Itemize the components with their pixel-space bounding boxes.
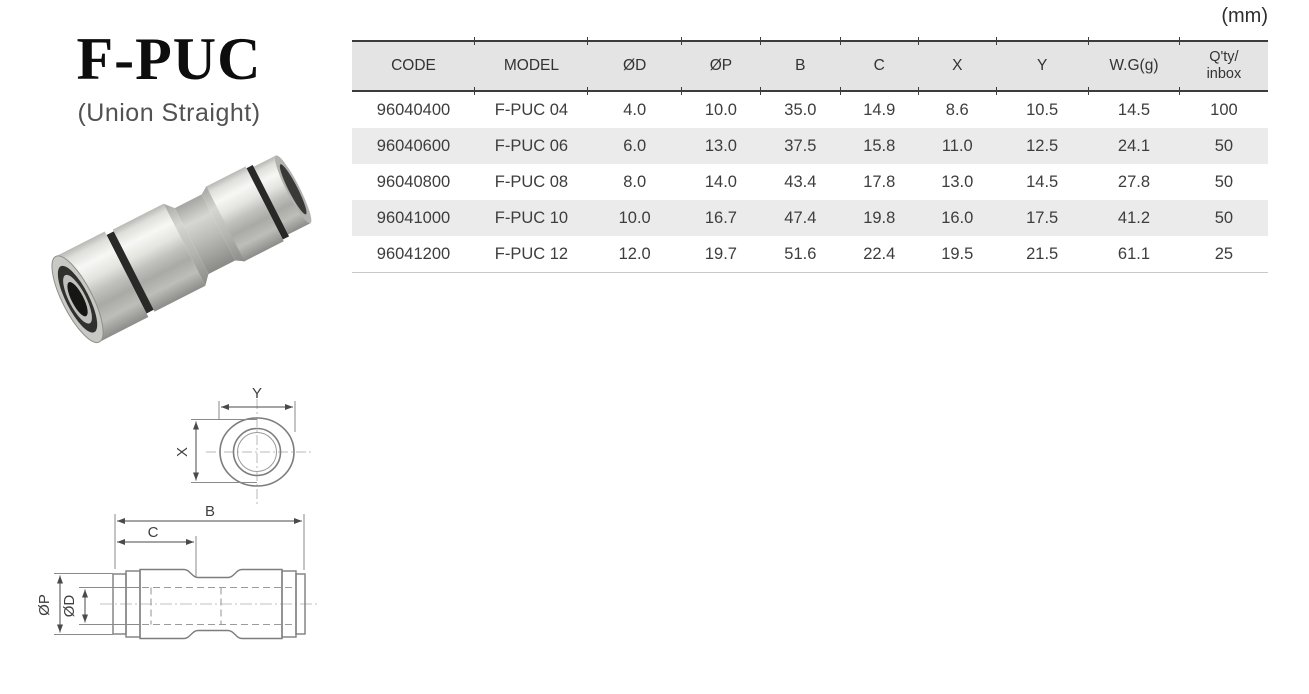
cell-model: F-PUC 04 [494, 100, 569, 119]
dim-label-y: Y [252, 385, 262, 402]
page-title: F-PUC [76, 26, 262, 92]
end-view-drawing: Y X [174, 385, 314, 507]
cell-qty: 50 [1214, 208, 1234, 227]
cell-c: 15.8 [863, 136, 896, 155]
col-header-wg: W.G(g) [1087, 38, 1180, 96]
cell-od: 12.0 [587, 236, 682, 273]
side-view-drawing: B C ØP ØD [36, 503, 318, 640]
cell-wg: 41.2 [1117, 208, 1151, 227]
cell-c: 17.8 [863, 172, 896, 191]
cell-qty: 50 [1214, 136, 1234, 155]
cell-op: 16.7 [704, 208, 737, 227]
col-header-b: B [759, 38, 841, 96]
cell-y: 14.5 [1026, 172, 1059, 191]
cell-y: 12.5 [1026, 136, 1059, 155]
col-header-op: ØP [680, 38, 761, 96]
cell-od: 4.0 [623, 100, 647, 119]
col-header-y: Y [995, 38, 1089, 96]
dim-label-b: B [205, 503, 215, 520]
cell-b: 47.4 [784, 208, 817, 227]
cell-code: 96040600 [376, 136, 451, 155]
col-header-c: C [839, 38, 919, 96]
cell-x: 8.6 [945, 100, 969, 119]
cell-wg: 14.5 [1117, 100, 1151, 119]
cell-b: 43.4 [784, 172, 817, 191]
table-row: 96040800 F-PUC 08 8.0 14.0 43.4 17.8 13.… [352, 164, 1268, 200]
table-row: 96041200 F-PUC 12 12.0 19.7 51.6 22.4 19… [352, 236, 1268, 273]
cell-b: 35.0 [784, 100, 817, 119]
cell-wg: 24.1 [1117, 136, 1151, 155]
page-subtitle: (Union Straight) [77, 99, 261, 127]
cell-qty: 50 [1214, 172, 1234, 191]
unit-label: (mm) [1221, 5, 1268, 27]
cell-code: 96040400 [376, 100, 451, 119]
cell-x: 16.0 [941, 208, 974, 227]
col-header-model: MODEL [474, 38, 588, 96]
cell-c: 19.8 [863, 208, 896, 227]
col-header-qty: Q'ty/ inbox [1179, 38, 1268, 96]
table-row: 96040600 F-PUC 06 6.0 13.0 37.5 15.8 11.… [352, 128, 1268, 164]
dim-label-c: C [148, 524, 159, 541]
cell-b: 51.6 [760, 236, 841, 273]
cell-code: 96040800 [376, 172, 451, 191]
cell-model: F-PUC 12 [474, 236, 588, 273]
cell-x: 11.0 [941, 136, 973, 155]
cell-op: 13.0 [704, 136, 737, 155]
cell-op: 14.0 [704, 172, 737, 191]
brand-block: F-PUC (Union Straight) [58, 28, 280, 128]
cell-x: 19.5 [918, 236, 997, 273]
cell-x: 13.0 [941, 172, 974, 191]
col-header-x: X [917, 38, 997, 96]
cell-op: 10.0 [704, 100, 737, 119]
dim-label-op: ØP [36, 594, 53, 616]
spec-table: CODE MODEL ØD ØP B C X Y W.G(g) Q'ty/ in… [352, 38, 1268, 273]
cell-model: F-PUC 08 [494, 172, 569, 191]
cell-od: 6.0 [623, 136, 647, 155]
cell-c: 22.4 [840, 236, 919, 273]
dim-label-od: ØD [61, 595, 78, 618]
col-header-code: CODE [352, 40, 475, 92]
cell-wg: 61.1 [1088, 236, 1180, 273]
cell-b: 37.5 [784, 136, 817, 155]
cell-code: 96041000 [376, 208, 451, 227]
cell-qty: 25 [1179, 236, 1268, 273]
cell-op: 19.7 [681, 236, 761, 273]
product-photo [51, 155, 312, 344]
table-row: 96040400 F-PUC 04 4.0 10.0 35.0 14.9 8.6… [352, 91, 1268, 128]
cell-y: 17.5 [1026, 208, 1059, 227]
col-header-od: ØD [587, 38, 682, 96]
cell-wg: 27.8 [1117, 172, 1151, 191]
cell-y: 10.5 [1026, 100, 1059, 119]
cell-model: F-PUC 10 [494, 208, 569, 227]
cell-model: F-PUC 06 [494, 136, 569, 155]
table-header-row: CODE MODEL ØD ØP B C X Y W.G(g) Q'ty/ in… [352, 38, 1268, 96]
dim-label-x: X [174, 447, 191, 457]
cell-code: 96041200 [352, 236, 475, 273]
cell-qty: 100 [1210, 100, 1238, 119]
cell-od: 8.0 [623, 172, 647, 191]
cell-c: 14.9 [863, 100, 896, 119]
cell-od: 10.0 [618, 208, 651, 227]
table-row: 96041000 F-PUC 10 10.0 16.7 47.4 19.8 16… [352, 200, 1268, 236]
cell-y: 21.5 [996, 236, 1089, 273]
